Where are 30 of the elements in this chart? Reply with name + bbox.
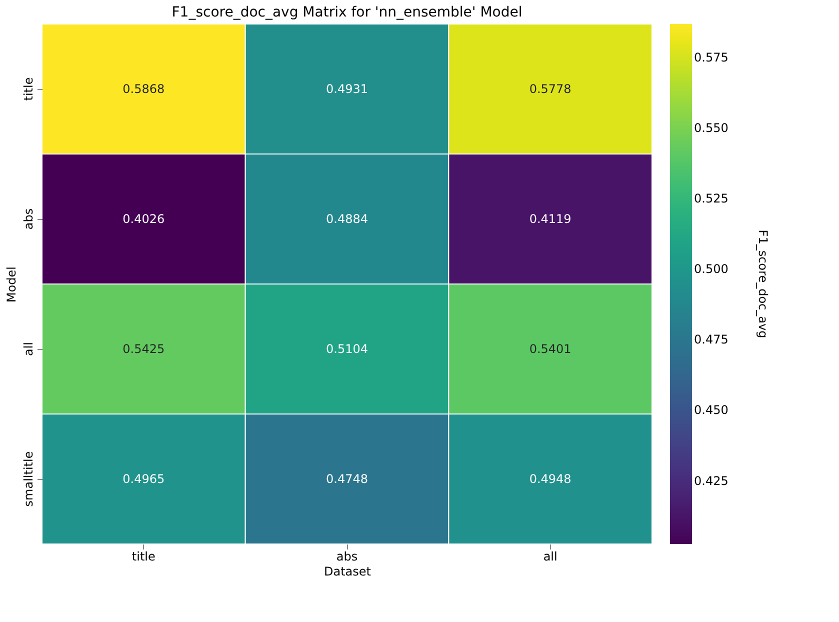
data-label: 0.5778 — [529, 82, 572, 96]
data-label: 0.4884 — [326, 212, 368, 226]
data-label: 0.5868 — [122, 82, 165, 96]
y-tick-label: all — [22, 342, 36, 356]
data-label: 0.4965 — [122, 472, 165, 486]
x-tick-label: abs — [336, 550, 358, 564]
x-axis-title: Dataset — [324, 564, 372, 578]
data-label: 0.5401 — [529, 342, 572, 356]
x-tick-label: title — [132, 550, 156, 564]
data-label: 0.4948 — [529, 472, 572, 486]
color-bar-label: 0.575 — [694, 50, 728, 64]
data-label: 0.4119 — [529, 212, 572, 226]
data-label: 0.4748 — [326, 472, 368, 486]
data-label: 0.4026 — [122, 212, 165, 226]
color-bar-label: 0.500 — [694, 262, 728, 276]
data-label: 0.5104 — [326, 342, 368, 356]
color-bar-label: 0.450 — [694, 403, 728, 418]
data-label: 0.5425 — [122, 342, 165, 356]
color-bar-title: F1_score_doc_avg — [756, 230, 770, 338]
y-axis-title: Model — [4, 266, 18, 303]
x-tick-label: all — [543, 550, 558, 564]
color-bar-label: 0.525 — [694, 191, 728, 206]
y-tick-label: title — [22, 77, 36, 101]
color-bar-label: 0.550 — [694, 120, 728, 135]
color-bar-label: 0.425 — [694, 474, 728, 488]
y-tick-label: smalltitle — [22, 451, 36, 507]
data-label: 0.4931 — [326, 82, 368, 96]
color-bar-label: 0.475 — [694, 332, 728, 347]
y-tick-label: abs — [22, 208, 36, 230]
chart-title: F1_score_doc_avg Matrix for 'nn_ensemble' Model — [172, 4, 522, 20]
